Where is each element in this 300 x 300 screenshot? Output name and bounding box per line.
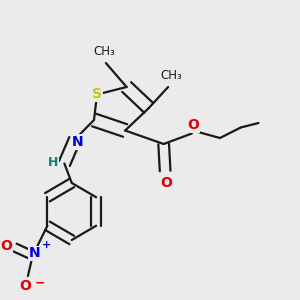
Text: O: O: [19, 280, 31, 293]
Text: S: S: [92, 88, 102, 101]
Text: H: H: [48, 155, 58, 169]
Text: +: +: [42, 240, 51, 250]
Text: CH₃: CH₃: [161, 69, 182, 82]
Text: N: N: [28, 246, 40, 260]
Text: O: O: [1, 239, 13, 253]
Text: N: N: [71, 135, 83, 149]
Text: O: O: [188, 118, 199, 132]
Text: CH₃: CH₃: [94, 45, 115, 58]
Text: O: O: [160, 176, 172, 190]
Text: −: −: [34, 277, 45, 290]
